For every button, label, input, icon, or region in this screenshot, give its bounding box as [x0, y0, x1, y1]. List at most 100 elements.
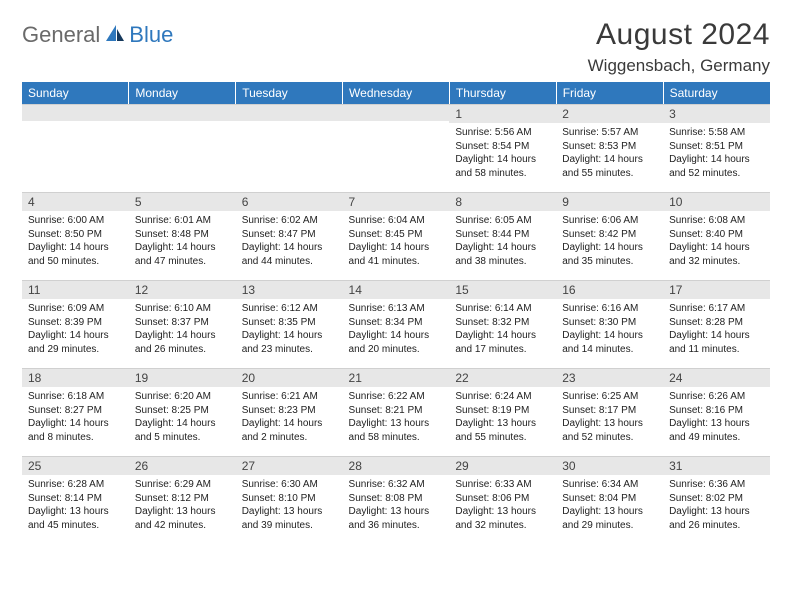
day-details: Sunrise: 6:01 AMSunset: 8:48 PMDaylight:… — [129, 211, 236, 272]
calendar-day-cell: 12Sunrise: 6:10 AMSunset: 8:37 PMDayligh… — [129, 280, 236, 368]
calendar-day-cell: 22Sunrise: 6:24 AMSunset: 8:19 PMDayligh… — [449, 368, 556, 456]
calendar-day-cell: 30Sunrise: 6:34 AMSunset: 8:04 PMDayligh… — [556, 456, 663, 544]
weekday-header: Saturday — [663, 82, 770, 104]
calendar-day-cell: 1Sunrise: 5:56 AMSunset: 8:54 PMDaylight… — [449, 104, 556, 192]
weekday-header: Sunday — [22, 82, 129, 104]
day-details: Sunrise: 6:00 AMSunset: 8:50 PMDaylight:… — [22, 211, 129, 272]
calendar-week-row: 11Sunrise: 6:09 AMSunset: 8:39 PMDayligh… — [22, 280, 770, 368]
day-number — [129, 104, 236, 121]
day-details — [129, 121, 236, 179]
day-details: Sunrise: 6:04 AMSunset: 8:45 PMDaylight:… — [343, 211, 450, 272]
day-details: Sunrise: 6:14 AMSunset: 8:32 PMDaylight:… — [449, 299, 556, 360]
calendar-day-cell: 5Sunrise: 6:01 AMSunset: 8:48 PMDaylight… — [129, 192, 236, 280]
day-details — [343, 121, 450, 179]
day-number: 25 — [22, 456, 129, 475]
day-number: 17 — [663, 280, 770, 299]
calendar-week-row: 1Sunrise: 5:56 AMSunset: 8:54 PMDaylight… — [22, 104, 770, 192]
day-number: 13 — [236, 280, 343, 299]
calendar-day-cell: 31Sunrise: 6:36 AMSunset: 8:02 PMDayligh… — [663, 456, 770, 544]
weekday-header: Friday — [556, 82, 663, 104]
page-header: General Blue August 2024 Wiggensbach, Ge… — [22, 18, 770, 76]
day-details — [22, 121, 129, 179]
day-details: Sunrise: 6:02 AMSunset: 8:47 PMDaylight:… — [236, 211, 343, 272]
day-details: Sunrise: 6:17 AMSunset: 8:28 PMDaylight:… — [663, 299, 770, 360]
day-details: Sunrise: 6:18 AMSunset: 8:27 PMDaylight:… — [22, 387, 129, 448]
day-details: Sunrise: 5:56 AMSunset: 8:54 PMDaylight:… — [449, 123, 556, 184]
day-details: Sunrise: 6:08 AMSunset: 8:40 PMDaylight:… — [663, 211, 770, 272]
day-details: Sunrise: 6:26 AMSunset: 8:16 PMDaylight:… — [663, 387, 770, 448]
day-number: 18 — [22, 368, 129, 387]
day-details: Sunrise: 6:36 AMSunset: 8:02 PMDaylight:… — [663, 475, 770, 536]
calendar-day-cell: 10Sunrise: 6:08 AMSunset: 8:40 PMDayligh… — [663, 192, 770, 280]
sail-icon — [105, 22, 125, 48]
calendar-day-cell: 16Sunrise: 6:16 AMSunset: 8:30 PMDayligh… — [556, 280, 663, 368]
day-number: 20 — [236, 368, 343, 387]
calendar-day-cell: 8Sunrise: 6:05 AMSunset: 8:44 PMDaylight… — [449, 192, 556, 280]
calendar-day-cell: 3Sunrise: 5:58 AMSunset: 8:51 PMDaylight… — [663, 104, 770, 192]
day-number — [22, 104, 129, 121]
day-number: 10 — [663, 192, 770, 211]
day-details: Sunrise: 6:32 AMSunset: 8:08 PMDaylight:… — [343, 475, 450, 536]
calendar-day-cell: 4Sunrise: 6:00 AMSunset: 8:50 PMDaylight… — [22, 192, 129, 280]
brand-logo: General Blue — [22, 18, 173, 48]
day-details: Sunrise: 6:10 AMSunset: 8:37 PMDaylight:… — [129, 299, 236, 360]
calendar-day-cell — [129, 104, 236, 192]
day-number: 11 — [22, 280, 129, 299]
day-number: 26 — [129, 456, 236, 475]
day-number: 24 — [663, 368, 770, 387]
day-number: 7 — [343, 192, 450, 211]
day-number: 22 — [449, 368, 556, 387]
day-details: Sunrise: 6:12 AMSunset: 8:35 PMDaylight:… — [236, 299, 343, 360]
day-details: Sunrise: 6:22 AMSunset: 8:21 PMDaylight:… — [343, 387, 450, 448]
calendar-day-cell: 19Sunrise: 6:20 AMSunset: 8:25 PMDayligh… — [129, 368, 236, 456]
weekday-header: Tuesday — [236, 82, 343, 104]
weekday-header: Wednesday — [343, 82, 450, 104]
calendar-day-cell: 29Sunrise: 6:33 AMSunset: 8:06 PMDayligh… — [449, 456, 556, 544]
brand-text-a: General — [22, 22, 100, 48]
calendar-day-cell: 23Sunrise: 6:25 AMSunset: 8:17 PMDayligh… — [556, 368, 663, 456]
calendar-day-cell: 17Sunrise: 6:17 AMSunset: 8:28 PMDayligh… — [663, 280, 770, 368]
calendar-day-cell: 13Sunrise: 6:12 AMSunset: 8:35 PMDayligh… — [236, 280, 343, 368]
day-number: 2 — [556, 104, 663, 123]
day-number: 31 — [663, 456, 770, 475]
calendar-day-cell — [236, 104, 343, 192]
calendar-day-cell: 18Sunrise: 6:18 AMSunset: 8:27 PMDayligh… — [22, 368, 129, 456]
calendar-day-cell — [343, 104, 450, 192]
calendar-day-cell: 15Sunrise: 6:14 AMSunset: 8:32 PMDayligh… — [449, 280, 556, 368]
calendar-day-cell: 27Sunrise: 6:30 AMSunset: 8:10 PMDayligh… — [236, 456, 343, 544]
day-number: 21 — [343, 368, 450, 387]
calendar-day-cell: 20Sunrise: 6:21 AMSunset: 8:23 PMDayligh… — [236, 368, 343, 456]
day-number: 8 — [449, 192, 556, 211]
day-number: 12 — [129, 280, 236, 299]
day-details: Sunrise: 6:09 AMSunset: 8:39 PMDaylight:… — [22, 299, 129, 360]
calendar-day-cell: 9Sunrise: 6:06 AMSunset: 8:42 PMDaylight… — [556, 192, 663, 280]
calendar-day-cell: 2Sunrise: 5:57 AMSunset: 8:53 PMDaylight… — [556, 104, 663, 192]
calendar-day-cell: 14Sunrise: 6:13 AMSunset: 8:34 PMDayligh… — [343, 280, 450, 368]
calendar-week-row: 18Sunrise: 6:18 AMSunset: 8:27 PMDayligh… — [22, 368, 770, 456]
day-number: 28 — [343, 456, 450, 475]
calendar-day-cell: 24Sunrise: 6:26 AMSunset: 8:16 PMDayligh… — [663, 368, 770, 456]
weekday-header-row: Sunday Monday Tuesday Wednesday Thursday… — [22, 82, 770, 104]
day-details: Sunrise: 5:58 AMSunset: 8:51 PMDaylight:… — [663, 123, 770, 184]
weekday-header: Monday — [129, 82, 236, 104]
day-details: Sunrise: 6:33 AMSunset: 8:06 PMDaylight:… — [449, 475, 556, 536]
day-number: 6 — [236, 192, 343, 211]
day-number: 1 — [449, 104, 556, 123]
day-details: Sunrise: 6:25 AMSunset: 8:17 PMDaylight:… — [556, 387, 663, 448]
day-details: Sunrise: 5:57 AMSunset: 8:53 PMDaylight:… — [556, 123, 663, 184]
day-number: 4 — [22, 192, 129, 211]
calendar-body: 1Sunrise: 5:56 AMSunset: 8:54 PMDaylight… — [22, 104, 770, 544]
day-details: Sunrise: 6:28 AMSunset: 8:14 PMDaylight:… — [22, 475, 129, 536]
calendar-day-cell — [22, 104, 129, 192]
calendar-week-row: 4Sunrise: 6:00 AMSunset: 8:50 PMDaylight… — [22, 192, 770, 280]
day-number: 3 — [663, 104, 770, 123]
day-number: 27 — [236, 456, 343, 475]
calendar-week-row: 25Sunrise: 6:28 AMSunset: 8:14 PMDayligh… — [22, 456, 770, 544]
day-details: Sunrise: 6:29 AMSunset: 8:12 PMDaylight:… — [129, 475, 236, 536]
brand-text-b: Blue — [129, 22, 173, 48]
day-details: Sunrise: 6:24 AMSunset: 8:19 PMDaylight:… — [449, 387, 556, 448]
day-details: Sunrise: 6:34 AMSunset: 8:04 PMDaylight:… — [556, 475, 663, 536]
day-number — [236, 104, 343, 121]
calendar-day-cell: 6Sunrise: 6:02 AMSunset: 8:47 PMDaylight… — [236, 192, 343, 280]
day-number: 23 — [556, 368, 663, 387]
